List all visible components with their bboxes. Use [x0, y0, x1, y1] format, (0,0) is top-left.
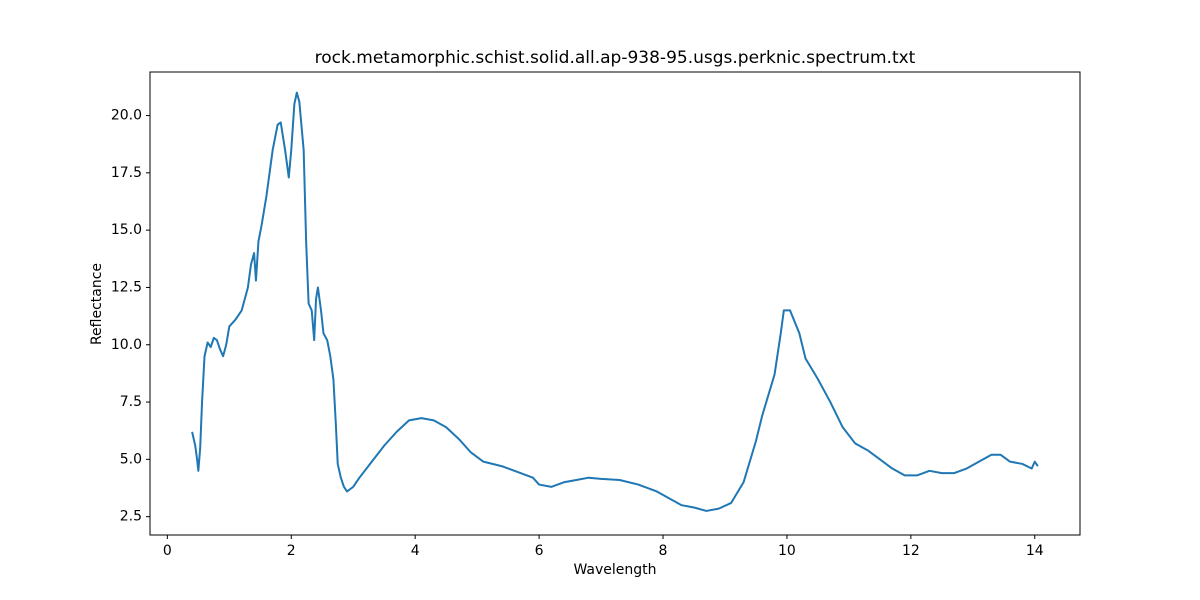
y-tick-label: 17.5	[111, 165, 142, 181]
y-tick-label: 7.5	[120, 394, 142, 410]
y-tick-label: 12.5	[111, 279, 142, 295]
data-line	[191, 91, 1039, 512]
y-tick-label: 5.0	[120, 451, 142, 467]
x-tick-label: 4	[411, 543, 420, 559]
y-tick-label: 10.0	[111, 337, 142, 353]
y-tick-label: 15.0	[111, 222, 142, 238]
x-tick-label: 8	[659, 543, 668, 559]
x-tick-label: 2	[287, 543, 296, 559]
y-tick-label: 2.5	[120, 509, 142, 525]
y-tick-label: 20.0	[111, 108, 142, 124]
x-tick-label: 0	[163, 543, 172, 559]
chart-title: rock.metamorphic.schist.solid.all.ap-938…	[315, 48, 916, 68]
y-axis-label: Reflectance	[89, 263, 105, 345]
x-tick-label: 12	[902, 543, 920, 559]
x-tick-label: 6	[535, 543, 544, 559]
x-tick-label: 10	[778, 543, 796, 559]
plot-frame	[149, 71, 1081, 536]
x-tick-label: 14	[1026, 543, 1044, 559]
x-axis-label: Wavelength	[573, 562, 656, 578]
